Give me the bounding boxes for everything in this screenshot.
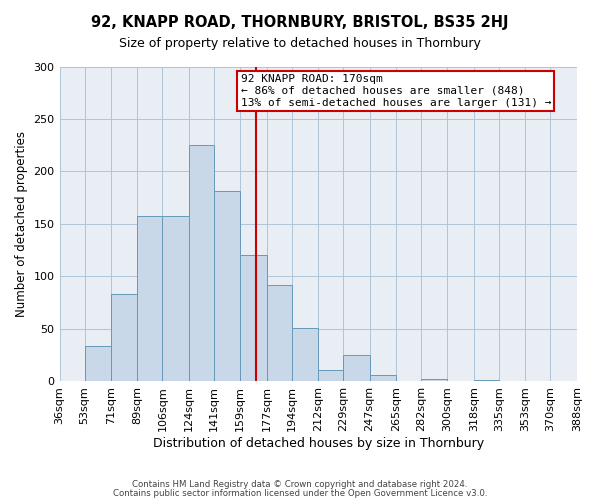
Text: Contains HM Land Registry data © Crown copyright and database right 2024.: Contains HM Land Registry data © Crown c…: [132, 480, 468, 489]
Bar: [370, 375, 396, 382]
Bar: [577, 380, 600, 382]
Text: 92 KNAPP ROAD: 170sqm
← 86% of detached houses are smaller (848)
13% of semi-det: 92 KNAPP ROAD: 170sqm ← 86% of detached …: [241, 74, 551, 108]
Bar: [214, 192, 240, 382]
Bar: [421, 380, 448, 382]
Bar: [163, 216, 189, 382]
X-axis label: Distribution of detached houses by size in Thornbury: Distribution of detached houses by size …: [152, 437, 484, 450]
Text: 92, KNAPP ROAD, THORNBURY, BRISTOL, BS35 2HJ: 92, KNAPP ROAD, THORNBURY, BRISTOL, BS35…: [91, 15, 509, 30]
Bar: [189, 145, 214, 382]
Bar: [85, 346, 111, 382]
Bar: [240, 256, 267, 382]
Bar: [137, 216, 163, 382]
Y-axis label: Number of detached properties: Number of detached properties: [15, 131, 28, 317]
Bar: [474, 380, 499, 382]
Bar: [343, 355, 370, 382]
Bar: [111, 294, 137, 382]
Text: Contains public sector information licensed under the Open Government Licence v3: Contains public sector information licen…: [113, 489, 487, 498]
Text: Size of property relative to detached houses in Thornbury: Size of property relative to detached ho…: [119, 38, 481, 51]
Bar: [267, 285, 292, 382]
Bar: [292, 328, 318, 382]
Bar: [318, 370, 343, 382]
